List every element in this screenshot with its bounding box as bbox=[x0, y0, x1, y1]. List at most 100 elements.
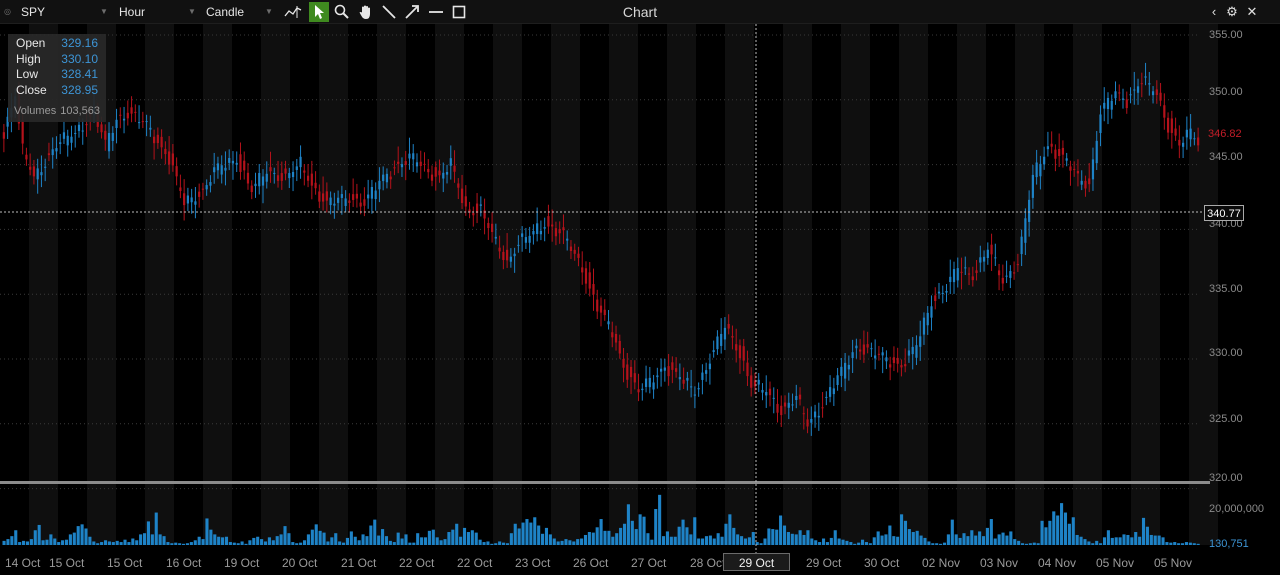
volume-bar bbox=[318, 530, 322, 545]
candle-body bbox=[280, 173, 283, 181]
volume-bar bbox=[857, 542, 861, 545]
volume-bar bbox=[767, 528, 771, 545]
price-tick-label: 350.00 bbox=[1209, 86, 1243, 98]
volume-bar bbox=[806, 530, 810, 545]
candle-body bbox=[1050, 143, 1053, 147]
candle-body bbox=[460, 188, 464, 204]
candle-body bbox=[783, 402, 787, 407]
candle-body bbox=[70, 136, 73, 143]
candle-body bbox=[1001, 277, 1004, 284]
volume-bar bbox=[154, 512, 158, 545]
hline-icon[interactable] bbox=[426, 2, 446, 22]
candle-body bbox=[836, 375, 839, 385]
volume-bar bbox=[954, 534, 958, 545]
arrow-icon[interactable] bbox=[402, 2, 422, 22]
candle-body bbox=[750, 375, 753, 388]
volume-bar bbox=[213, 534, 217, 545]
candle-body bbox=[712, 350, 715, 353]
volume-bar bbox=[884, 534, 888, 545]
candle-body bbox=[810, 419, 813, 423]
low-label: Low bbox=[16, 67, 39, 81]
candle-body bbox=[1144, 76, 1147, 78]
date-label: 14 Oct bbox=[5, 556, 41, 570]
volume-bar bbox=[985, 527, 989, 545]
chart-type-dropdown-icon[interactable]: ▼ bbox=[265, 7, 273, 16]
candle-body bbox=[663, 367, 666, 371]
volume-bar bbox=[716, 533, 720, 545]
volume-bar bbox=[221, 537, 225, 545]
candle-body bbox=[877, 353, 881, 355]
candle-body bbox=[1114, 91, 1117, 99]
volume-bar bbox=[685, 527, 689, 545]
candle-body bbox=[205, 185, 208, 190]
close-icon[interactable]: ✕ bbox=[1246, 4, 1258, 19]
volume-bar bbox=[552, 538, 556, 545]
candle-body bbox=[453, 165, 456, 172]
volume-bar bbox=[392, 542, 396, 545]
symbol-settings-icon[interactable]: ◎ bbox=[4, 7, 11, 16]
interval-selector[interactable]: Hour bbox=[119, 5, 146, 19]
candle-body bbox=[115, 119, 118, 128]
candle-body bbox=[840, 366, 843, 376]
interval-dropdown-icon[interactable]: ▼ bbox=[188, 7, 196, 16]
price-tick-label: 355.00 bbox=[1209, 29, 1243, 41]
volume-bar bbox=[818, 542, 822, 545]
candle-body bbox=[224, 167, 227, 171]
volume-bar bbox=[872, 537, 876, 545]
volume-bar bbox=[626, 504, 630, 545]
candle-body bbox=[686, 377, 689, 381]
candle-body bbox=[967, 273, 971, 275]
candle-body bbox=[329, 197, 332, 206]
symbol-dropdown-icon[interactable]: ▼ bbox=[100, 7, 108, 16]
rectangle-icon[interactable] bbox=[449, 2, 469, 22]
volume-bar bbox=[1063, 512, 1068, 545]
volume-bar bbox=[146, 521, 150, 545]
date-label: 27 Oct bbox=[631, 556, 667, 570]
zoom-icon[interactable] bbox=[332, 2, 352, 22]
candle-body bbox=[1054, 149, 1057, 159]
candle-body bbox=[675, 368, 678, 372]
volume-bar bbox=[833, 530, 837, 545]
volume-bar bbox=[1067, 523, 1071, 545]
low-value: 328.41 bbox=[61, 67, 98, 81]
volume-bar bbox=[189, 542, 193, 545]
volume-bar bbox=[263, 541, 268, 545]
candle-body bbox=[862, 344, 865, 355]
trendline-icon[interactable] bbox=[379, 2, 399, 22]
candle-body bbox=[881, 352, 884, 356]
volume-bar bbox=[357, 540, 361, 545]
candle-body bbox=[498, 247, 501, 252]
candle-body bbox=[1031, 174, 1034, 198]
volume-bar bbox=[236, 543, 240, 545]
volume-bar bbox=[1040, 520, 1044, 545]
volume-bar bbox=[697, 538, 701, 545]
candle-body bbox=[596, 299, 599, 312]
candle-body bbox=[798, 394, 802, 400]
indicator-icon[interactable] bbox=[283, 2, 303, 22]
candle-body bbox=[449, 158, 452, 166]
chart-type-selector[interactable]: Candle bbox=[206, 5, 245, 19]
candle-body bbox=[915, 345, 918, 358]
date-label: 28 Oct bbox=[690, 556, 726, 570]
pointer-icon[interactable] bbox=[309, 2, 329, 22]
candle-body bbox=[787, 402, 790, 408]
candle-body bbox=[1125, 99, 1128, 109]
candle-body bbox=[584, 268, 588, 284]
candle-body bbox=[104, 130, 107, 140]
pan-hand-icon[interactable] bbox=[356, 2, 376, 22]
gear-icon[interactable]: ⚙ bbox=[1226, 4, 1238, 19]
candle-body bbox=[400, 164, 404, 168]
volume-bar bbox=[295, 543, 299, 545]
chevron-left-icon[interactable]: ‹ bbox=[1211, 4, 1217, 19]
date-label: 26 Oct bbox=[573, 556, 609, 570]
candle-body bbox=[44, 166, 47, 168]
candle-body bbox=[213, 167, 216, 173]
ohlc-panel: Open 329.16 High 330.10 Low 328.41 Close 328… bbox=[8, 34, 106, 122]
candle-body bbox=[821, 407, 824, 409]
symbol-selector[interactable]: SPY bbox=[21, 5, 46, 19]
candle-body bbox=[1103, 102, 1106, 109]
candle-body bbox=[21, 119, 24, 144]
volume-bar bbox=[580, 538, 584, 545]
candle-body bbox=[1069, 166, 1072, 171]
